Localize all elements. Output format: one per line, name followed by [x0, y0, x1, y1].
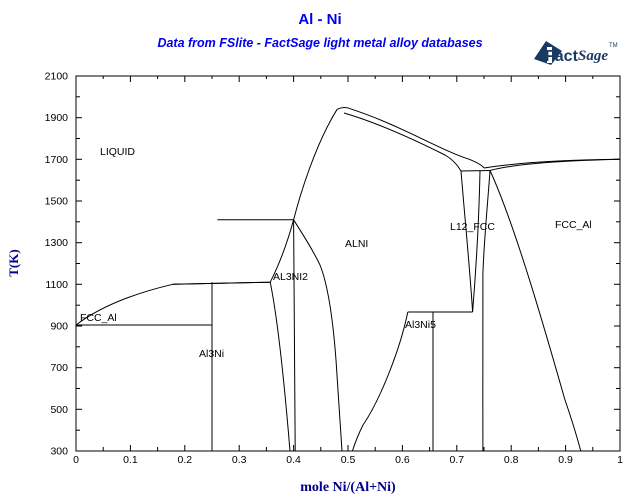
svg-text:1: 1	[617, 454, 623, 466]
svg-text:TM: TM	[609, 43, 618, 49]
svg-text:L12_FCC: L12_FCC	[450, 221, 495, 233]
svg-text:1100: 1100	[45, 279, 68, 291]
svg-text:1900: 1900	[45, 112, 69, 124]
svg-text:Al3Ni: Al3Ni	[199, 348, 224, 360]
svg-text:500: 500	[50, 404, 68, 416]
svg-text:700: 700	[50, 362, 68, 374]
svg-text:1700: 1700	[45, 154, 69, 166]
svg-text:Al - Ni: Al - Ni	[298, 11, 341, 28]
svg-text:FCC_Al: FCC_Al	[80, 312, 117, 324]
svg-text:0.4: 0.4	[286, 454, 301, 466]
svg-text:Sage: Sage	[578, 48, 608, 64]
svg-text:Al3Ni5: Al3Ni5	[405, 319, 436, 331]
svg-text:0: 0	[73, 454, 79, 466]
svg-text:0.6: 0.6	[395, 454, 410, 466]
svg-text:0.1: 0.1	[123, 454, 138, 466]
svg-text:ALNI: ALNI	[345, 238, 368, 250]
svg-text:0.3: 0.3	[232, 454, 247, 466]
svg-text:LIQUID: LIQUID	[100, 146, 135, 158]
svg-text:Fact: Fact	[545, 48, 579, 65]
svg-text:Data from FSlite - FactSage li: Data from FSlite - FactSage light metal …	[157, 36, 482, 50]
svg-text:2100: 2100	[45, 71, 69, 83]
svg-text:mole Ni/(Al+Ni): mole Ni/(Al+Ni)	[300, 480, 396, 495]
svg-text:T(K): T(K)	[6, 249, 21, 276]
svg-text:1300: 1300	[45, 237, 69, 249]
svg-text:1500: 1500	[45, 196, 69, 208]
svg-text:900: 900	[50, 321, 68, 333]
svg-text:FCC_Al: FCC_Al	[555, 219, 592, 231]
svg-text:0.5: 0.5	[341, 454, 356, 466]
svg-text:0.8: 0.8	[504, 454, 519, 466]
svg-text:AL3NI2: AL3NI2	[273, 271, 308, 283]
svg-text:300: 300	[50, 446, 68, 458]
svg-text:0.7: 0.7	[449, 454, 464, 466]
svg-text:0.2: 0.2	[177, 454, 192, 466]
svg-text:0.9: 0.9	[558, 454, 573, 466]
